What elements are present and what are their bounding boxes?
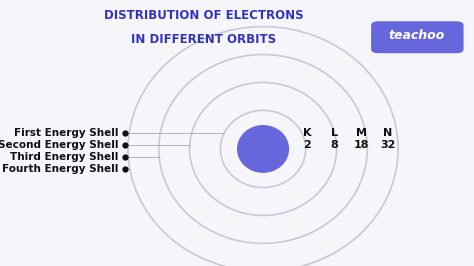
Text: teachoo: teachoo (389, 30, 445, 42)
Text: 32: 32 (380, 140, 395, 150)
Text: 2: 2 (303, 140, 311, 150)
Text: M: M (356, 128, 367, 138)
Text: IN DIFFERENT ORBITS: IN DIFFERENT ORBITS (131, 33, 276, 46)
FancyBboxPatch shape (371, 21, 464, 53)
Text: DISTRIBUTION OF ELECTRONS: DISTRIBUTION OF ELECTRONS (104, 9, 304, 22)
Text: Second Energy Shell: Second Energy Shell (0, 140, 118, 150)
Text: Third Energy Shell: Third Energy Shell (10, 152, 118, 162)
Text: 8: 8 (330, 140, 338, 150)
Text: L: L (331, 128, 337, 138)
Text: Fourth Energy Shell: Fourth Energy Shell (2, 164, 118, 174)
Text: K: K (303, 128, 311, 138)
Text: First Energy Shell: First Energy Shell (14, 128, 118, 138)
Text: N: N (383, 128, 392, 138)
Text: 18: 18 (354, 140, 369, 150)
Ellipse shape (237, 125, 289, 173)
